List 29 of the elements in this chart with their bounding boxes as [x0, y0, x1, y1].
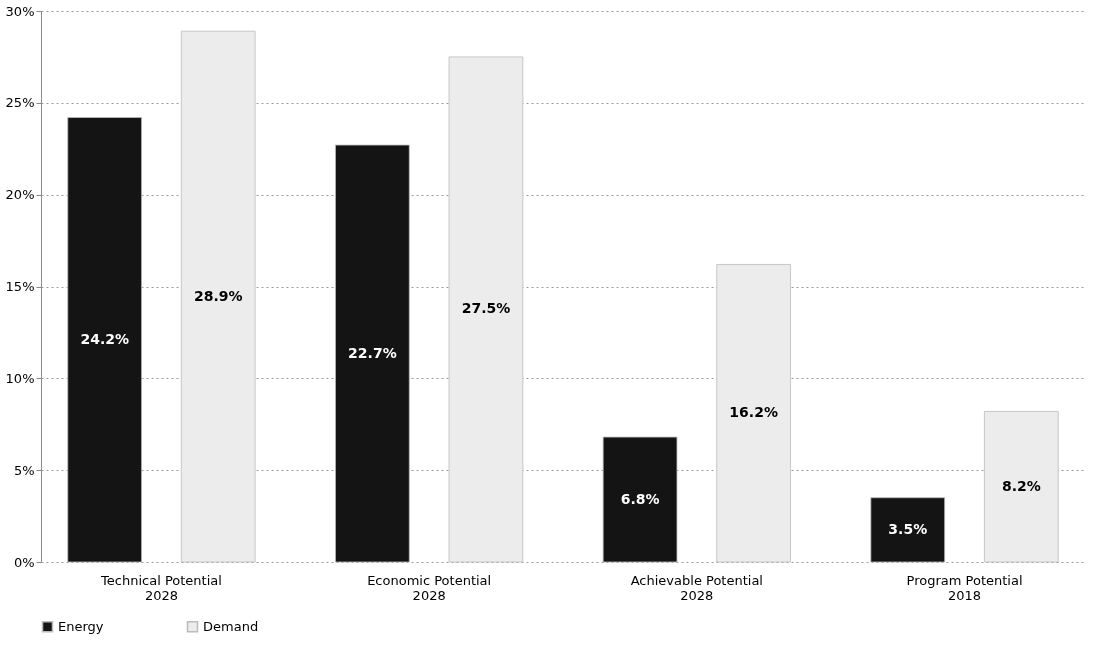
x-tick-label: Program Potential 2018: [906, 572, 1023, 603]
data-label: 27.5%: [461, 300, 511, 317]
bar: [448, 56, 524, 563]
y-tick-label: 15%: [5, 279, 35, 294]
x-tick-label: Achievable Potential 2028: [630, 572, 763, 603]
bar: [335, 144, 410, 563]
bar: [180, 30, 256, 563]
y-tick-label: 0%: [13, 554, 35, 570]
bar: [716, 264, 791, 563]
data-label: 22.7%: [348, 344, 397, 361]
data-label: 28.9%: [193, 287, 243, 304]
y-tick-label: 25%: [5, 95, 35, 111]
bar: [67, 117, 142, 563]
data-label: 6.8%: [620, 490, 660, 507]
x-tick-label: Economic Potential 2028: [367, 572, 492, 603]
legend-label: Energy: [58, 618, 104, 634]
data-label: 16.2%: [729, 404, 778, 421]
bar: [984, 410, 1059, 563]
y-tick-label: 30%: [5, 3, 35, 19]
y-tick-label: 20%: [5, 187, 35, 203]
x-tick-label: Technical Potential 2028: [100, 572, 222, 603]
legend-label: Demand: [203, 618, 259, 634]
data-label: 8.2%: [1001, 477, 1041, 494]
data-label: 3.5%: [888, 520, 928, 537]
bar: [870, 497, 946, 563]
data-label: 24.2%: [80, 330, 129, 347]
y-tick-label: 5%: [13, 462, 35, 478]
bar: [602, 436, 678, 563]
y-tick-label: 10%: [5, 370, 35, 386]
